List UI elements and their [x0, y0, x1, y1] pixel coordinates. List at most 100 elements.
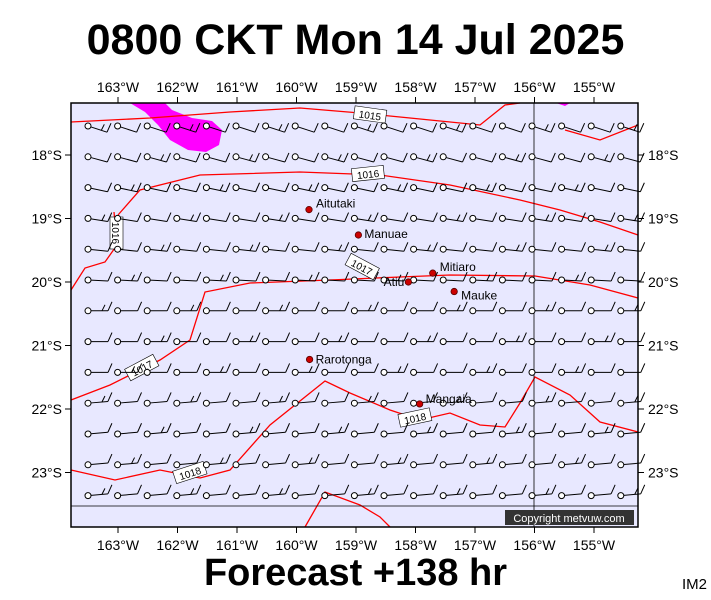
place-rarotonga: Rarotonga — [305, 352, 372, 366]
wind-barb — [143, 363, 172, 376]
wind-barb — [469, 363, 498, 376]
wind-barb — [528, 182, 557, 193]
wind-barb — [291, 152, 319, 163]
wind-barb — [262, 332, 291, 346]
wind-barb — [232, 453, 261, 469]
wind-barb — [587, 182, 616, 193]
place-marker — [354, 231, 362, 239]
wind-barb — [232, 363, 261, 376]
wind-barb — [350, 212, 379, 223]
wind-barb — [84, 423, 113, 438]
wind-barb — [173, 271, 202, 284]
wind-barb — [617, 122, 645, 133]
lat-label: 18°S — [31, 147, 62, 163]
wind-barb — [528, 484, 557, 500]
wind-barb — [439, 453, 468, 469]
wind-barb — [558, 332, 587, 346]
lon-label: 157°W — [454, 537, 497, 553]
wind-barb — [350, 484, 379, 500]
place-label: Atiu — [384, 275, 405, 289]
wind-barb — [291, 392, 320, 407]
lat-label: 18°S — [648, 147, 679, 163]
wind-barb — [528, 152, 556, 163]
wind-barb — [262, 242, 290, 253]
wind-barb — [321, 212, 350, 223]
lat-label: 20°S — [31, 274, 62, 290]
wind-barb — [469, 453, 498, 469]
lon-label: 163°W — [97, 79, 140, 95]
wind-barb — [84, 271, 113, 284]
wind-barb — [350, 182, 379, 193]
wind-barb — [291, 122, 319, 133]
copyright-text: Copyright metvuw.com — [513, 513, 624, 525]
lon-label: 157°W — [454, 79, 497, 95]
wind-barb — [84, 332, 113, 346]
wind-barb — [173, 182, 201, 193]
wind-barb — [558, 271, 587, 284]
wind-barb — [498, 423, 527, 438]
wind-barb — [410, 453, 438, 469]
wind-barb — [143, 152, 171, 163]
wind-barb — [410, 242, 438, 253]
wind-barb — [232, 271, 261, 284]
wind-barb — [232, 332, 261, 346]
wind-barb — [232, 242, 261, 253]
lat-label: 22°S — [648, 401, 679, 417]
place-manuae: Manuae — [354, 227, 408, 241]
wind-barb — [143, 242, 172, 253]
wind-barb — [291, 453, 320, 469]
wind-barb — [84, 182, 113, 193]
lon-label: 161°W — [216, 537, 259, 553]
svg-text:1016: 1016 — [357, 169, 381, 182]
wind-barb — [380, 301, 409, 315]
wind-barb — [202, 484, 231, 500]
wind-barb — [262, 152, 290, 163]
wind-barb — [202, 301, 231, 315]
place-marker — [450, 287, 458, 296]
wind-barb — [173, 301, 202, 315]
wind-barb — [173, 242, 202, 253]
wind-barb — [558, 484, 586, 500]
wind-barb — [380, 363, 409, 376]
place-label: Rarotonga — [316, 352, 372, 366]
wind-barb — [498, 242, 527, 253]
wind-barb — [84, 363, 113, 376]
wind-barb — [528, 423, 557, 438]
wind-barb — [469, 212, 498, 223]
wind-barb — [143, 453, 172, 469]
wind-barb — [587, 392, 616, 407]
wind-barb — [202, 122, 230, 133]
wind-barb — [439, 363, 468, 376]
wind-barb — [350, 423, 379, 438]
wind-barb — [498, 453, 527, 469]
wind-barb — [232, 122, 260, 133]
wind-barb — [528, 242, 557, 253]
wind-barb — [232, 301, 261, 315]
place-atiu: Atiu — [384, 275, 412, 289]
place-label: Mitiaro — [440, 260, 476, 274]
wind-barb — [321, 332, 350, 346]
isobar-1016 — [117, 171, 639, 236]
wind-barb — [321, 301, 350, 315]
isobar-label-1018: 1018 — [397, 407, 433, 428]
reference-lines — [71, 103, 638, 527]
wind-barb — [114, 212, 142, 223]
wind-barb — [498, 332, 527, 346]
wind-barb — [84, 392, 113, 407]
copyright-box: Copyright metvuw.com — [505, 510, 634, 525]
wind-barb — [410, 363, 439, 376]
wind-barb — [262, 453, 290, 469]
wind-barb — [321, 453, 350, 469]
lon-label: 156°W — [513, 537, 556, 553]
place-aitutaki: Aitutaki — [305, 197, 355, 214]
wind-barb — [262, 182, 290, 193]
wind-barb — [439, 122, 467, 133]
place-label: Mangaia — [426, 392, 472, 406]
wind-barb — [143, 212, 172, 223]
wind-barb — [143, 271, 172, 284]
wind-barb — [350, 453, 379, 469]
wind-barb — [558, 182, 586, 193]
lon-label: 161°W — [216, 79, 259, 95]
wind-barb — [232, 392, 261, 407]
